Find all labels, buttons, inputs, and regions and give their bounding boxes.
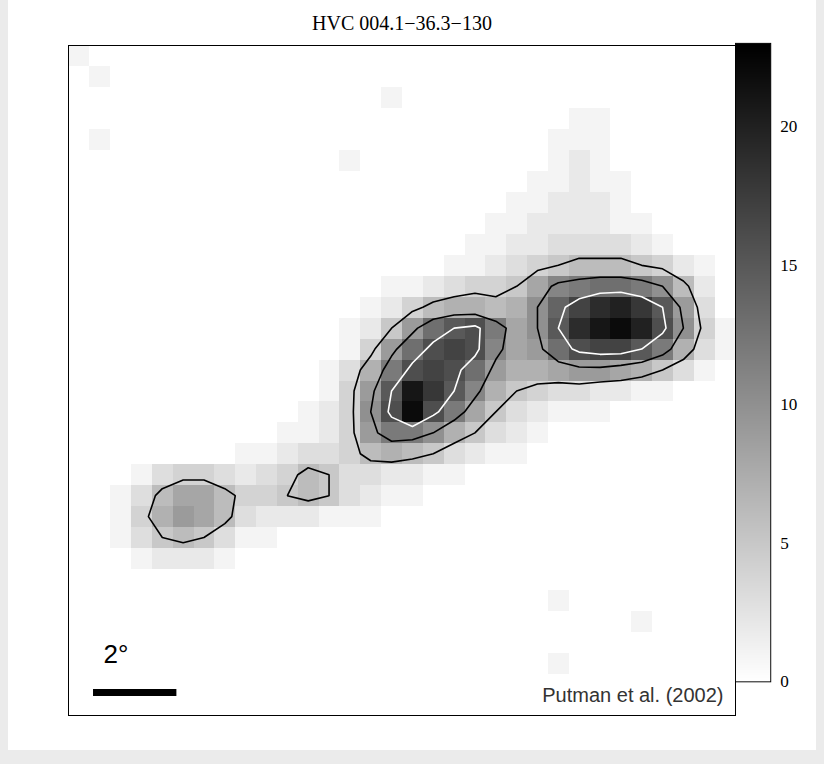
svg-text:5: 5	[780, 534, 789, 553]
svg-text:20: 20	[780, 117, 797, 136]
svg-text:0: 0	[780, 672, 789, 691]
svg-text:Putman et al. (2002): Putman et al. (2002)	[542, 684, 723, 706]
svg-text:HVC 004.1−36.3−130: HVC 004.1−36.3−130	[312, 12, 492, 34]
svg-text:15: 15	[780, 256, 797, 275]
svg-text:10: 10	[780, 395, 797, 414]
svg-text:2°: 2°	[104, 639, 129, 669]
